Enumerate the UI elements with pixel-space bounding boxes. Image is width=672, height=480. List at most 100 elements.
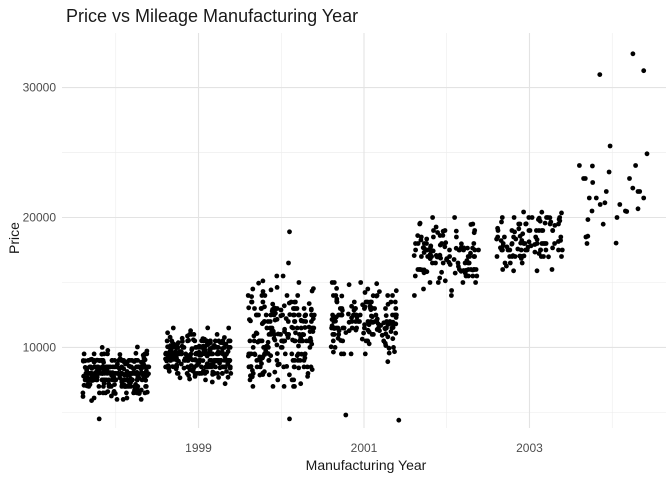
data-point bbox=[247, 377, 253, 383]
data-point bbox=[274, 285, 280, 290]
data-point bbox=[421, 286, 426, 292]
data-point bbox=[499, 219, 504, 225]
data-point bbox=[163, 351, 169, 357]
data-point bbox=[210, 372, 216, 377]
data-point bbox=[127, 358, 133, 363]
data-point bbox=[439, 241, 445, 246]
data-point bbox=[444, 256, 450, 262]
data-point bbox=[204, 338, 210, 344]
data-point bbox=[362, 304, 368, 310]
data-point bbox=[602, 200, 608, 206]
data-point bbox=[465, 245, 470, 251]
data-point bbox=[348, 351, 354, 357]
data-point bbox=[284, 293, 290, 298]
data-point bbox=[305, 371, 311, 376]
data-point bbox=[543, 247, 549, 253]
data-point bbox=[165, 330, 171, 336]
data-point bbox=[335, 335, 341, 341]
data-point bbox=[346, 328, 352, 334]
data-point bbox=[265, 344, 270, 349]
data-point bbox=[392, 299, 398, 305]
data-point bbox=[121, 366, 127, 372]
data-point bbox=[259, 293, 265, 298]
data-point bbox=[512, 229, 517, 235]
data-point bbox=[527, 228, 533, 233]
data-point bbox=[302, 351, 308, 357]
data-point bbox=[331, 326, 337, 331]
data-point bbox=[357, 312, 363, 318]
data-point bbox=[190, 367, 196, 372]
data-point bbox=[202, 351, 208, 357]
y-tick-label: 30000 bbox=[23, 81, 57, 95]
data-point bbox=[433, 224, 439, 230]
data-point bbox=[329, 280, 335, 285]
data-point bbox=[559, 254, 564, 259]
data-point bbox=[374, 293, 379, 299]
data-point bbox=[89, 371, 95, 376]
data-point bbox=[119, 379, 125, 385]
data-point bbox=[600, 221, 606, 227]
data-point bbox=[366, 329, 372, 335]
data-point bbox=[372, 306, 377, 311]
data-point bbox=[209, 351, 214, 357]
data-point bbox=[538, 247, 543, 253]
data-point bbox=[334, 286, 339, 291]
data-point bbox=[91, 358, 97, 363]
data-point bbox=[202, 347, 208, 353]
data-point bbox=[526, 239, 532, 245]
data-point bbox=[382, 326, 388, 332]
data-point bbox=[287, 229, 292, 235]
data-point bbox=[142, 390, 148, 396]
data-point bbox=[142, 371, 148, 376]
data-point bbox=[96, 384, 102, 389]
data-point bbox=[173, 355, 178, 360]
data-point bbox=[353, 319, 359, 324]
data-point bbox=[280, 338, 286, 344]
data-point bbox=[635, 189, 641, 194]
data-point bbox=[362, 322, 367, 327]
data-point bbox=[104, 364, 110, 370]
data-point bbox=[281, 303, 287, 309]
data-point bbox=[311, 325, 317, 331]
data-point bbox=[374, 281, 380, 287]
x-tick-label: 2001 bbox=[351, 441, 378, 455]
data-point bbox=[175, 371, 181, 376]
data-point bbox=[633, 163, 638, 168]
data-point bbox=[205, 342, 211, 348]
data-point bbox=[466, 273, 471, 279]
data-point bbox=[295, 351, 301, 357]
data-point bbox=[296, 280, 302, 285]
data-point bbox=[381, 338, 387, 344]
data-point bbox=[585, 217, 591, 223]
data-point bbox=[293, 330, 298, 336]
data-point bbox=[292, 364, 297, 370]
data-point bbox=[331, 349, 336, 355]
data-point bbox=[390, 312, 395, 318]
data-point bbox=[168, 358, 174, 363]
data-point bbox=[366, 341, 372, 347]
data-point bbox=[500, 241, 506, 246]
data-point bbox=[590, 163, 595, 169]
data-point bbox=[495, 234, 501, 240]
data-point bbox=[453, 228, 459, 234]
data-point bbox=[87, 364, 93, 370]
data-point bbox=[129, 371, 135, 376]
data-point bbox=[301, 306, 307, 311]
data-point bbox=[292, 319, 297, 324]
data-point bbox=[357, 319, 362, 324]
data-point bbox=[474, 273, 480, 279]
data-point bbox=[168, 345, 173, 350]
data-point bbox=[212, 358, 218, 363]
data-point bbox=[265, 339, 271, 345]
data-point bbox=[288, 299, 294, 305]
data-point bbox=[641, 68, 647, 74]
data-point bbox=[332, 345, 338, 350]
data-point bbox=[165, 364, 171, 370]
data-point bbox=[212, 338, 218, 344]
data-point bbox=[371, 332, 376, 337]
data-point bbox=[393, 306, 399, 311]
data-point bbox=[246, 305, 252, 311]
data-point bbox=[81, 351, 87, 357]
data-point bbox=[309, 319, 314, 324]
data-point bbox=[585, 233, 591, 239]
